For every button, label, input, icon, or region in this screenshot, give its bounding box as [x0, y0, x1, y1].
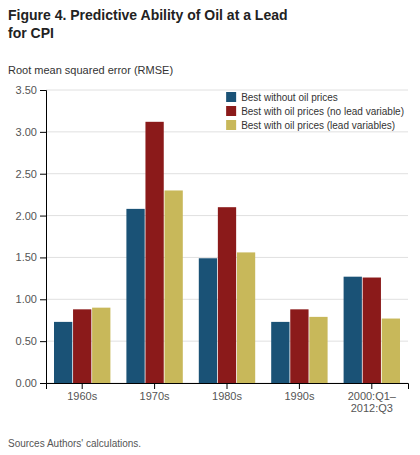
- series: [73, 122, 381, 383]
- chart: Figure 4. Predictive Ability of Oil at a…: [0, 0, 420, 455]
- x-tick-label: 1980s: [212, 390, 242, 402]
- y-tick-label: 3.50: [16, 84, 37, 96]
- grid-line: [46, 90, 408, 91]
- x-tick-label: 1960s: [67, 390, 97, 402]
- bar: [237, 252, 255, 383]
- legend-swatch: [226, 120, 236, 130]
- y-tick: 1.00: [16, 293, 46, 305]
- grid-line: [46, 173, 408, 174]
- bar: [145, 122, 163, 383]
- y-tick-mark: [40, 299, 46, 300]
- legend-label: Best with oil prices (no lead variable): [241, 106, 404, 117]
- y-tick-label: 2.00: [16, 210, 37, 222]
- legend-item: Best with oil prices (no lead variable): [226, 106, 404, 117]
- y-tick-label: 3.00: [16, 126, 37, 138]
- grid: [46, 90, 408, 383]
- y-tick: 1.50: [16, 251, 46, 263]
- x-tick: 1970s: [140, 383, 170, 402]
- bar: [382, 319, 400, 383]
- title: Figure 4. Predictive Ability of Oil at a…: [8, 7, 288, 41]
- x-tick-label: 1970s: [140, 390, 170, 402]
- bar: [309, 317, 327, 383]
- bar: [126, 209, 144, 383]
- bar: [165, 190, 183, 383]
- bar: [54, 322, 72, 383]
- bar: [92, 308, 110, 383]
- x-tick-label: 1990s: [284, 390, 314, 402]
- source: Sources Authors' calculations.: [8, 438, 141, 449]
- y-tick: 3.00: [16, 126, 46, 138]
- legend: Best without oil prices Best with oil pri…: [226, 92, 404, 131]
- series: [54, 209, 362, 383]
- x-axis-line: [47, 384, 409, 390]
- y-tick-label: 2.50: [16, 168, 37, 180]
- bar: [363, 278, 381, 383]
- y-tick: 2.50: [16, 168, 46, 180]
- y-axis-title: Root mean squared error (RMSE): [8, 64, 173, 76]
- y-tick: 0.00: [16, 377, 46, 389]
- y-tick-mark: [40, 257, 46, 258]
- x-tick: 1990s: [284, 383, 314, 402]
- x-tick: 2000:Q1–2012:Q3: [348, 383, 397, 414]
- bar: [199, 258, 217, 383]
- legend-swatch: [226, 106, 236, 116]
- bars: [54, 122, 400, 383]
- y-tick-mark: [40, 174, 46, 175]
- x-tick-label: 2000:Q1–2012:Q3: [348, 390, 397, 415]
- x-tick-mark: [82, 383, 83, 389]
- x-tick-mark: [371, 383, 372, 389]
- y-axis: 0.00 0.50 1.00 1.50 2.00 2.50 3.00 3.50: [16, 84, 47, 389]
- x-axis: 1960s 1970s 1980s 1990s 2000:Q1–2012:Q3: [47, 383, 409, 414]
- y-tick-label: 0.50: [16, 335, 37, 347]
- y-tick: 3.50: [16, 84, 46, 96]
- y-axis-line: [40, 91, 47, 384]
- legend-item: Best without oil prices: [226, 92, 338, 103]
- legend-swatch: [226, 92, 236, 102]
- x-tick-mark: [299, 383, 300, 389]
- bar: [271, 322, 289, 383]
- y-tick-mark: [40, 341, 46, 342]
- y-tick: 2.00: [16, 210, 46, 222]
- y-tick-mark: [40, 383, 46, 384]
- series: [92, 190, 400, 383]
- y-tick-label: 1.50: [16, 251, 37, 263]
- grid-line: [46, 131, 408, 132]
- bar: [218, 207, 236, 383]
- legend-label: Best without oil prices: [241, 92, 338, 103]
- bar: [73, 309, 91, 383]
- x-tick-mark: [227, 383, 228, 389]
- y-tick-mark: [40, 216, 46, 217]
- y-tick-label: 1.00: [16, 293, 37, 305]
- y-tick-label: 0.00: [16, 377, 37, 389]
- bar: [344, 277, 362, 383]
- x-tick-mark: [154, 383, 155, 389]
- y-tick-mark: [40, 90, 46, 91]
- legend-item: Best with oil prices (lead variables): [226, 120, 395, 131]
- x-tick: 1960s: [67, 383, 97, 402]
- y-tick-mark: [40, 132, 46, 133]
- legend-label: Best with oil prices (lead variables): [241, 120, 395, 131]
- y-tick: 0.50: [16, 335, 46, 347]
- bar: [290, 309, 308, 383]
- x-tick: 1980s: [212, 383, 242, 402]
